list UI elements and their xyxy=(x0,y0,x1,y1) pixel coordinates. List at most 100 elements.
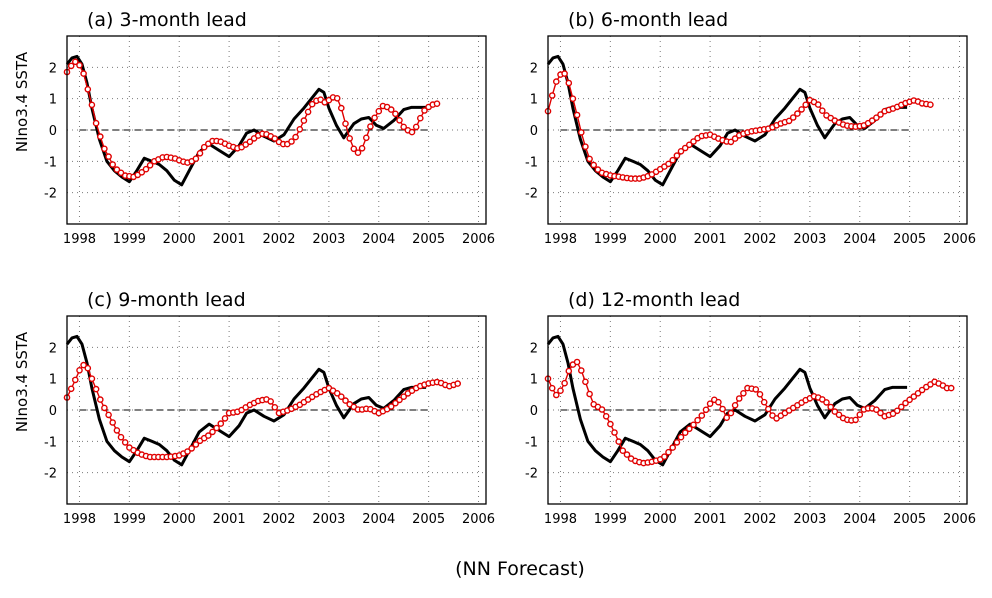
x-tick-label: 2004 xyxy=(843,512,876,527)
observed-line xyxy=(546,54,908,187)
forecast-point xyxy=(623,451,631,458)
forecast-point xyxy=(292,133,299,141)
forecast-point xyxy=(333,95,341,102)
forecast-point xyxy=(823,399,830,406)
forecast-point xyxy=(392,110,399,118)
forecast-point xyxy=(731,135,739,142)
plot-frame xyxy=(547,315,968,505)
forecast-point xyxy=(681,144,689,152)
y-tick-label: 1 xyxy=(530,373,538,388)
y-tick-label: -1 xyxy=(525,155,538,170)
forecast-point xyxy=(200,143,208,151)
x-tick-label: 2001 xyxy=(694,232,727,247)
forecast-point xyxy=(765,405,772,413)
forecast-point xyxy=(113,166,121,173)
forecast-point xyxy=(889,410,897,418)
forecast-point xyxy=(686,425,693,433)
forecast-point xyxy=(819,107,826,114)
forecast-point xyxy=(221,415,229,422)
forecast-point xyxy=(565,79,573,87)
y-tick-label: -1 xyxy=(525,435,538,450)
x-tick-label: 2003 xyxy=(312,232,345,247)
forecast-point xyxy=(548,384,556,392)
forecast-point xyxy=(569,95,577,102)
forecast-point xyxy=(698,412,706,419)
observed-line xyxy=(65,54,427,187)
forecast-point xyxy=(661,453,668,461)
y-tick-label: -1 xyxy=(44,435,57,450)
forecast-point xyxy=(362,134,370,142)
forecast-point xyxy=(873,114,880,121)
forecast-point xyxy=(677,433,685,441)
forecast-point xyxy=(392,399,399,407)
forecast-point xyxy=(590,161,598,169)
forecast-point xyxy=(454,380,462,387)
x-tick-label: 2004 xyxy=(362,232,395,247)
forecast-point xyxy=(690,421,697,429)
forecast-point xyxy=(433,100,441,107)
forecast-point xyxy=(296,126,304,133)
forecast-point xyxy=(819,396,826,403)
forecast-point xyxy=(400,123,408,131)
forecast-point xyxy=(561,70,568,77)
forecast-point xyxy=(358,144,366,152)
forecast-point xyxy=(421,107,428,114)
forecast-point xyxy=(80,361,87,369)
x-tick-label: 2002 xyxy=(262,232,295,247)
forecast-point xyxy=(927,101,934,108)
forecast-point xyxy=(84,364,92,372)
forecast-point xyxy=(333,389,341,397)
forecast-point xyxy=(192,155,200,162)
forecast-point xyxy=(113,427,121,434)
x-tick-label: 2006 xyxy=(943,512,976,527)
panel-title: (d) 12-month lead xyxy=(568,289,740,311)
forecast-point xyxy=(702,406,710,414)
y-tick-label: -2 xyxy=(525,187,538,202)
forecast-point xyxy=(204,432,212,439)
forecast-point xyxy=(267,398,275,405)
forecast-point xyxy=(553,78,560,85)
plot-frame xyxy=(547,35,968,225)
y-tick-label: 1 xyxy=(49,93,57,108)
forecast-line xyxy=(66,61,438,178)
forecast-point xyxy=(84,86,92,93)
forecast-point xyxy=(906,396,913,404)
x-tick-label: 2005 xyxy=(412,232,445,247)
forecast-point xyxy=(196,149,204,157)
forecast-point xyxy=(92,119,100,127)
forecast-point xyxy=(67,62,75,70)
forecast-point xyxy=(582,143,589,150)
forecast-point xyxy=(578,367,585,374)
forecast-point xyxy=(731,401,739,409)
forecast-point xyxy=(271,135,279,142)
forecast-point xyxy=(677,147,685,155)
forecast-point xyxy=(213,424,220,432)
forecast-point xyxy=(387,106,395,113)
forecast-point xyxy=(578,129,585,136)
x-tick-label: 2003 xyxy=(793,512,826,527)
forecast-point xyxy=(72,376,79,384)
forecast-point xyxy=(367,123,374,130)
forecast-point xyxy=(346,135,354,142)
forecast-point xyxy=(561,379,568,387)
x-tick-label: 2000 xyxy=(644,512,677,527)
forecast-point xyxy=(408,128,416,136)
x-tick-label: 1998 xyxy=(544,512,577,527)
x-tick-label: 2000 xyxy=(163,512,196,527)
forecast-point xyxy=(548,92,556,99)
x-tick-label: 2004 xyxy=(843,232,876,247)
y-tick-label: 2 xyxy=(530,61,538,76)
forecast-point xyxy=(719,405,726,413)
forecast-point xyxy=(727,138,735,146)
forecast-point xyxy=(669,444,677,451)
forecast-point xyxy=(893,407,901,415)
forecast-point xyxy=(72,58,79,66)
forecast-point xyxy=(611,429,618,436)
x-tick-label: 2006 xyxy=(943,232,976,247)
x-tick-label: 2006 xyxy=(462,232,495,247)
forecast-point xyxy=(371,114,378,122)
y-tick-label: -1 xyxy=(44,155,57,170)
forecast-point xyxy=(947,384,955,392)
forecast-point xyxy=(557,387,564,395)
forecast-point xyxy=(607,420,614,428)
